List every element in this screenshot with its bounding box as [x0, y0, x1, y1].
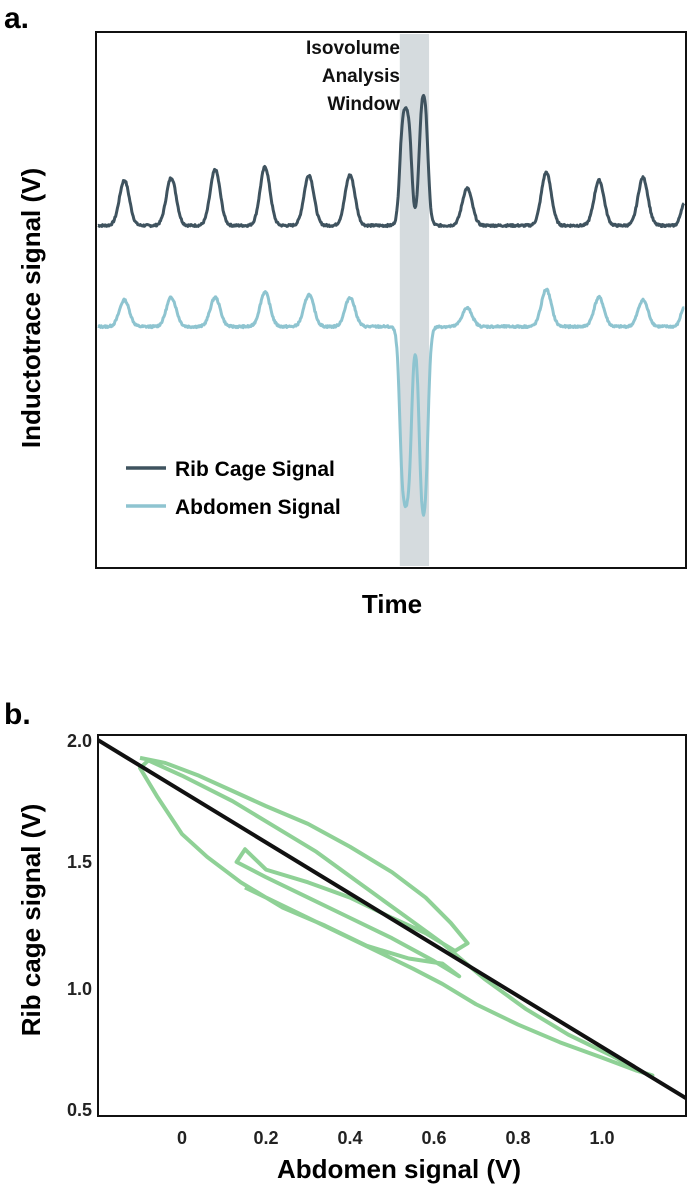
isovolume-fit-line [96, 738, 688, 1100]
x-tick-label: 1.0 [589, 1128, 614, 1148]
panel-b-x-axis-title: Abdomen signal (V) [277, 1154, 521, 1184]
rib-cage-signal-line [97, 93, 686, 229]
annotation-line-1: Isovolume [306, 38, 400, 59]
x-tick-label: 0 [177, 1128, 187, 1148]
y-tick-label: 0.5 [67, 1100, 92, 1120]
abdomen-vs-ribcage-loop [138, 755, 655, 1078]
panel-b-y-axis-title: Rib cage signal (V) [16, 804, 46, 1037]
panel-b-y-ticks: 0.5 1.0 1.5 2.0 [67, 731, 92, 1120]
panel-a-frame [95, 31, 687, 569]
panel-a-y-axis-title: Inductotrace signal (V) [16, 168, 46, 448]
y-tick-label: 1.0 [67, 979, 92, 999]
panel-b-label: b. [4, 698, 31, 731]
annotation-line-3: Window [327, 94, 400, 115]
legend: Rib Cage Signal Abdomen Signal [126, 458, 341, 519]
annotation-line-2: Analysis [322, 66, 400, 87]
y-tick-label: 1.5 [67, 852, 92, 872]
abdomen-signal-line [97, 287, 685, 517]
panel-a-x-axis-title: Time [362, 589, 422, 619]
panel-a-label: a. [4, 2, 29, 35]
x-tick-label: 0.8 [505, 1128, 530, 1148]
y-tick-label: 2.0 [67, 731, 92, 751]
panel-b-frame [97, 734, 687, 1117]
x-tick-label: 0.6 [421, 1128, 446, 1148]
legend-label-abdomen: Abdomen Signal [175, 496, 341, 519]
isovolume-annotation: Isovolume Analysis Window [306, 38, 400, 115]
panel-b-x-ticks: 0 0.2 0.4 0.6 0.8 1.0 [177, 1128, 615, 1148]
isovolume-window-band [399, 34, 430, 566]
x-tick-label: 0.4 [337, 1128, 362, 1148]
x-tick-label: 0.2 [253, 1128, 278, 1148]
legend-label-rib-cage: Rib Cage Signal [175, 458, 335, 481]
